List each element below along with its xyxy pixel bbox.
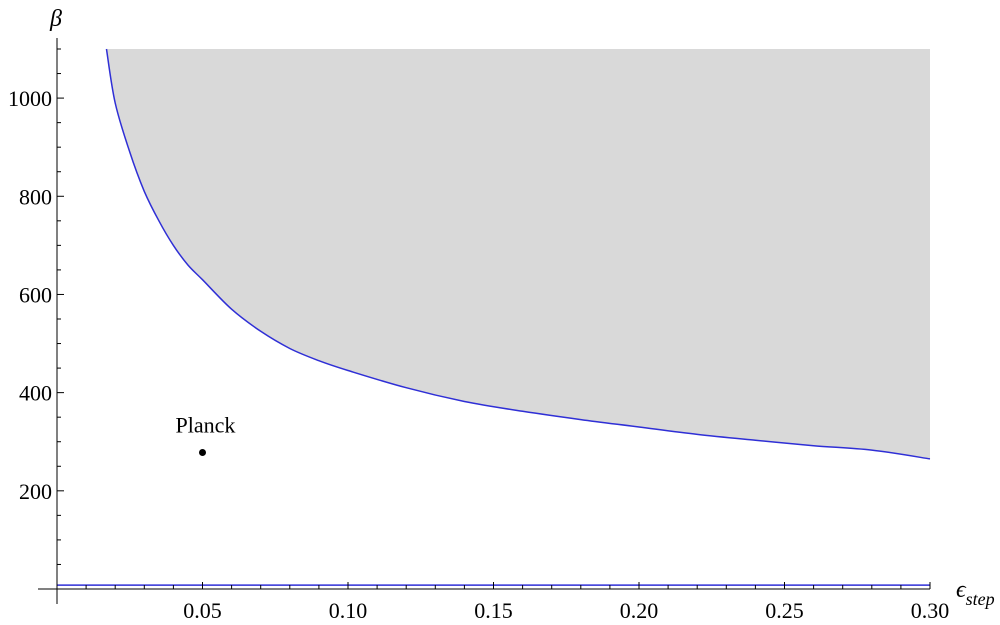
x-tick-label: 0.30 [911,598,950,623]
x-axis-label: ϵstep [956,577,995,609]
y-axis-label: β [49,6,62,32]
y-tick-label: 800 [19,184,52,209]
shaded-region [106,49,930,459]
boundary-curve [105,48,931,460]
x-tick-label: 0.25 [765,598,804,623]
points: Planck [176,413,236,457]
data-point [199,449,206,457]
x-ticks: 0.05 0.10 0.15 0.20 0.25 0.30 [85,582,950,623]
y-tick-label: 1000 [8,86,52,111]
y-tick-label: 400 [19,381,52,406]
y-tick-label: 600 [19,282,52,307]
y-ticks: 200 400 600 800 1000 [8,48,64,565]
x-tick-label: 0.10 [329,598,368,623]
y-tick-label: 200 [19,479,52,504]
x-tick-label: 0.20 [620,598,659,623]
x-tick-label: 0.05 [183,598,222,623]
x-tick-label: 0.15 [474,598,513,623]
point-label: Planck [176,413,236,438]
